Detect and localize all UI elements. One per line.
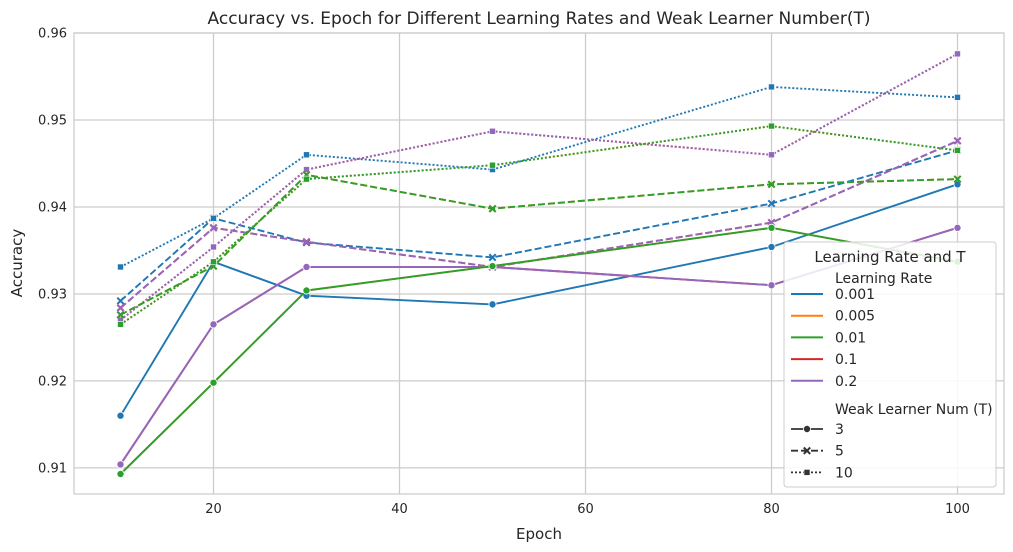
series-lr-0_2-t5: [116, 136, 962, 312]
y-tick-label: 0.92: [38, 374, 67, 389]
data-point: [768, 122, 775, 130]
data-point: [953, 175, 962, 184]
legend-box: [783, 241, 997, 488]
data-point: [210, 258, 217, 266]
series-lr-0_2-t10: [117, 50, 961, 324]
series-line: [119, 226, 958, 475]
data-point: [209, 378, 218, 387]
legend-hue-label: 0.005: [835, 309, 875, 325]
data-point: [488, 253, 497, 262]
legend-style-label: 5: [835, 444, 844, 460]
data-point: [767, 281, 776, 290]
data-point: [303, 175, 310, 183]
series-lr-0_01-t10: [117, 122, 961, 328]
data-point: [954, 94, 961, 101]
data-point: [488, 262, 497, 271]
legend-hue-title: Learning Rate: [835, 271, 932, 287]
data-point: [488, 300, 497, 309]
legend-style-marker: [803, 469, 811, 476]
legend-hue-label: 0.2: [835, 374, 857, 390]
data-point: [954, 147, 961, 154]
x-tick-label: 80: [763, 502, 780, 517]
data-point: [954, 50, 961, 58]
data-point: [116, 310, 125, 319]
data-point: [488, 204, 497, 213]
data-point: [302, 262, 311, 271]
data-point: [116, 460, 125, 469]
data-point: [767, 223, 776, 232]
data-point: [209, 320, 218, 329]
legend-style-title: Weak Learner Num (T): [835, 402, 993, 418]
legend-style-marker: [803, 424, 812, 433]
x-tick-label: 20: [205, 502, 222, 517]
data-point: [953, 223, 962, 232]
y-tick-label: 0.96: [38, 27, 67, 42]
y-axis-label: Accuracy: [8, 229, 26, 298]
series-line: [119, 149, 958, 302]
data-point: [117, 321, 124, 328]
legend-hue-entries: 0.001 0.005 0.01 0.1 0.2: [791, 287, 875, 390]
data-point: [768, 151, 775, 159]
tick-labels: 20 40 60 80 100 0.91 0.92 0.93 0.94 0.95 0.96: [38, 27, 970, 518]
data-point: [489, 161, 496, 169]
legend-style-entries: 3 5 10: [791, 422, 853, 481]
data-point: [767, 180, 776, 189]
legend-hue-label: 0.01: [835, 330, 866, 346]
data-point: [116, 411, 125, 420]
data-point: [767, 199, 776, 208]
data-point: [209, 223, 218, 232]
x-axis-label: Epoch: [516, 525, 562, 543]
data-point: [302, 286, 311, 295]
data-point: [116, 296, 125, 305]
legend-style-label: 3: [835, 422, 844, 438]
x-tick-label: 40: [391, 502, 408, 517]
series-line: [119, 140, 958, 309]
data-point: [953, 136, 962, 145]
legend-title: Learning Rate and T: [814, 248, 966, 266]
legend-style-label: 10: [835, 465, 853, 481]
y-tick-label: 0.95: [38, 113, 67, 128]
data-point: [303, 166, 310, 173]
data-point: [116, 469, 125, 478]
legend: Learning Rate and T Learning Rate 0.0010…: [783, 241, 997, 488]
legend-hue-label: 0.1: [835, 352, 857, 368]
series-line: [119, 183, 958, 417]
y-tick-label: 0.93: [38, 287, 67, 302]
series-line: [119, 125, 958, 326]
x-tick-label: 60: [577, 502, 594, 517]
series-line: [119, 53, 958, 321]
x-tick-label: 100: [945, 502, 970, 517]
series-line: [120, 173, 958, 316]
data-point: [210, 214, 217, 222]
data-point: [116, 303, 125, 312]
data-point: [302, 237, 311, 246]
data-point: [303, 151, 310, 159]
data-point: [210, 243, 217, 251]
data-point: [953, 180, 962, 189]
legend-style-marker: [803, 446, 811, 455]
data-point: [117, 263, 124, 271]
data-point: [768, 83, 775, 91]
data-point: [489, 127, 496, 135]
series-lr-0_001-t10: [117, 83, 961, 271]
legend-hue-label: 0.001: [835, 287, 875, 303]
chart-title: Accuracy vs. Epoch for Different Learnin…: [208, 9, 871, 29]
y-tick-label: 0.91: [38, 461, 67, 476]
y-tick-label: 0.94: [38, 200, 67, 215]
data-point: [767, 242, 776, 251]
